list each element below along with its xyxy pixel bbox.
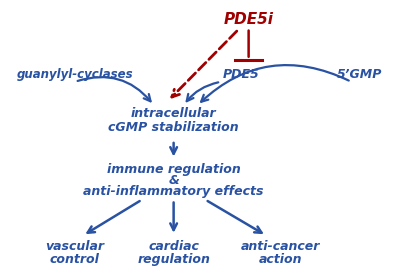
FancyArrowPatch shape (88, 201, 140, 233)
Text: intracellular: intracellular (131, 107, 216, 120)
FancyArrowPatch shape (201, 65, 349, 102)
Text: PDE5: PDE5 (222, 68, 259, 81)
FancyArrowPatch shape (170, 202, 177, 230)
FancyArrowPatch shape (172, 31, 237, 97)
Text: guanylyl-cyclases: guanylyl-cyclases (17, 68, 133, 81)
Text: cardiac: cardiac (148, 240, 199, 253)
Text: action: action (258, 253, 302, 266)
Text: vascular: vascular (46, 240, 104, 253)
Text: anti-inflammatory effects: anti-inflammatory effects (83, 185, 264, 198)
Text: anti-cancer: anti-cancer (240, 240, 320, 253)
FancyArrowPatch shape (187, 82, 218, 101)
FancyArrowPatch shape (78, 77, 150, 101)
Text: 5’GMP: 5’GMP (336, 68, 382, 81)
Text: cGMP stabilization: cGMP stabilization (108, 121, 239, 134)
Text: &: & (168, 174, 179, 187)
FancyArrowPatch shape (208, 201, 262, 233)
Text: control: control (50, 253, 100, 266)
Text: immune regulation: immune regulation (107, 163, 240, 176)
Text: regulation: regulation (137, 253, 210, 266)
Text: PDE5i: PDE5i (224, 12, 274, 27)
